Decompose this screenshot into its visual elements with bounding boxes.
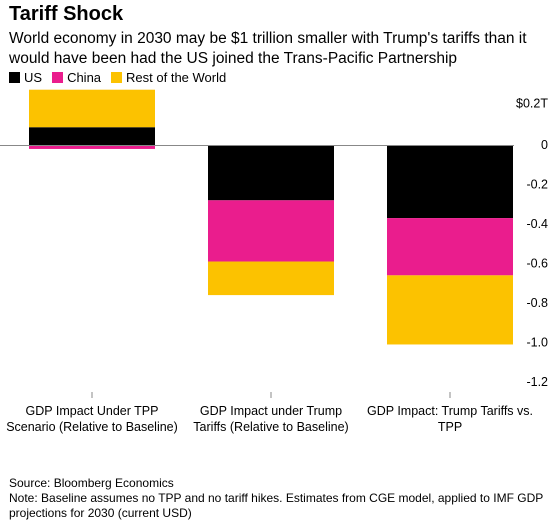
legend-item-rest-of-world: Rest of the World	[111, 70, 226, 85]
bar-china-1	[29, 145, 155, 149]
bar-rest-of-the-world-1	[29, 89, 155, 128]
source-text: Source: Bloomberg Economics	[9, 476, 174, 490]
legend-swatch-china	[52, 72, 64, 83]
bar-china-2	[208, 200, 334, 262]
y-tick-label-5: -0.8	[526, 296, 548, 310]
bar-rest-of-the-world-3	[387, 275, 513, 345]
x-category-label-3-line-1: GDP Impact: Trump Tariffs vs.	[367, 404, 533, 418]
y-tick-label-6: -1.0	[526, 336, 548, 350]
legend-item-us: US	[9, 70, 42, 85]
bar-us-3	[387, 145, 513, 219]
x-category-label-2-line-2: Tariffs (Relative to Baseline)	[193, 420, 348, 434]
bar-us-1	[29, 127, 155, 145]
bar-china-3	[387, 218, 513, 276]
y-tick-label-2: -0.2	[526, 178, 548, 192]
bar-us-2	[208, 145, 334, 201]
chart-subtitle: World economy in 2030 may be $1 trillion…	[9, 30, 527, 67]
y-tick-label-3: -0.4	[526, 217, 548, 231]
legend-swatch-rest-of-world	[111, 72, 123, 83]
legend: US China Rest of the World	[9, 70, 236, 85]
chart-title: Tariff Shock	[9, 3, 124, 25]
x-category-label-3-line-2: TPP	[438, 420, 462, 434]
legend-label-us: US	[24, 70, 43, 85]
note-text: Note: Baseline assumes no TPP and no tar…	[9, 491, 544, 520]
x-category-label-1-line-2: Scenario (Relative to Baseline)	[6, 420, 178, 434]
legend-label-china: China	[67, 70, 102, 85]
legend-label-rest-of-world: Rest of the World	[126, 70, 227, 85]
x-category-label-1-line-1: GDP Impact Under TPP	[26, 404, 159, 418]
y-tick-label-0: $0.2T	[516, 97, 548, 111]
bar-rest-of-the-world-2	[208, 261, 334, 296]
legend-item-china: China	[52, 70, 101, 85]
chart-footer: Source: Bloomberg Economics Note: Baseli…	[9, 476, 554, 521]
x-category-label-2-line-1: GDP Impact under Trump	[200, 404, 342, 418]
legend-swatch-us	[9, 72, 20, 83]
y-tick-label-7: -1.2	[526, 375, 548, 389]
y-tick-label-1: 0	[541, 138, 548, 152]
y-tick-label-4: -0.6	[526, 257, 548, 271]
